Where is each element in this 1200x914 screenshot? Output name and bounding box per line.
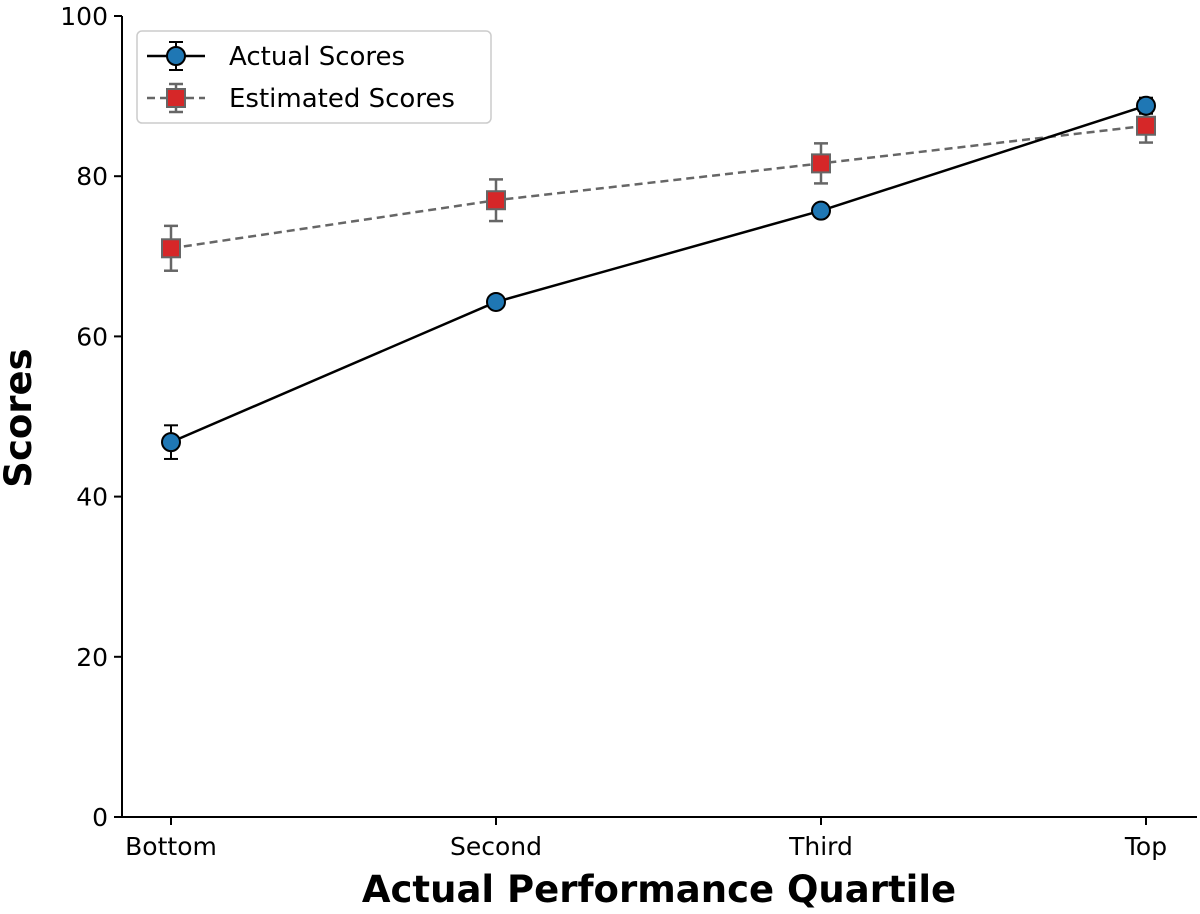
legend-actual-marker	[166, 46, 186, 66]
estimated-point	[486, 190, 506, 211]
y-tick-label: 0	[92, 803, 108, 832]
y-tick-label: 40	[76, 483, 108, 512]
x-tick-label: Second	[450, 832, 542, 861]
marker-layer	[161, 95, 1156, 453]
y-tick-label: 80	[76, 162, 108, 191]
y-axis-title: Scores	[0, 348, 40, 487]
x-tick-layer: Bottom Second Third Top	[125, 817, 1167, 861]
y-tick-label: 100	[60, 2, 108, 31]
estimated-point	[811, 153, 831, 174]
actual-point	[811, 200, 831, 221]
x-tick-label: Third	[788, 832, 853, 861]
actual-point	[486, 291, 506, 312]
y-tick-label: 60	[76, 322, 108, 351]
estimated-series-line	[170, 124, 1147, 250]
estimated-point	[1136, 115, 1156, 136]
legend-estimated-label: Estimated Scores	[229, 84, 455, 114]
actual-point	[1136, 95, 1156, 116]
legend-actual-label: Actual Scores	[229, 42, 405, 72]
x-tick-label: Top	[1124, 832, 1167, 861]
legend: Actual Scores Estimated Scores	[136, 30, 492, 124]
legend-frame	[136, 30, 492, 124]
x-axis-title: Actual Performance Quartile	[362, 868, 956, 911]
series-line-layer	[170, 104, 1147, 444]
y-tick-layer: 0 20 40 60 80 100	[60, 2, 122, 832]
y-tick-label: 20	[76, 643, 108, 672]
x-tick-label: Bottom	[125, 832, 217, 861]
estimated-point	[161, 238, 181, 259]
legend-estimated-marker	[166, 88, 186, 108]
actual-point	[161, 432, 181, 453]
actual-series-line	[170, 104, 1147, 444]
